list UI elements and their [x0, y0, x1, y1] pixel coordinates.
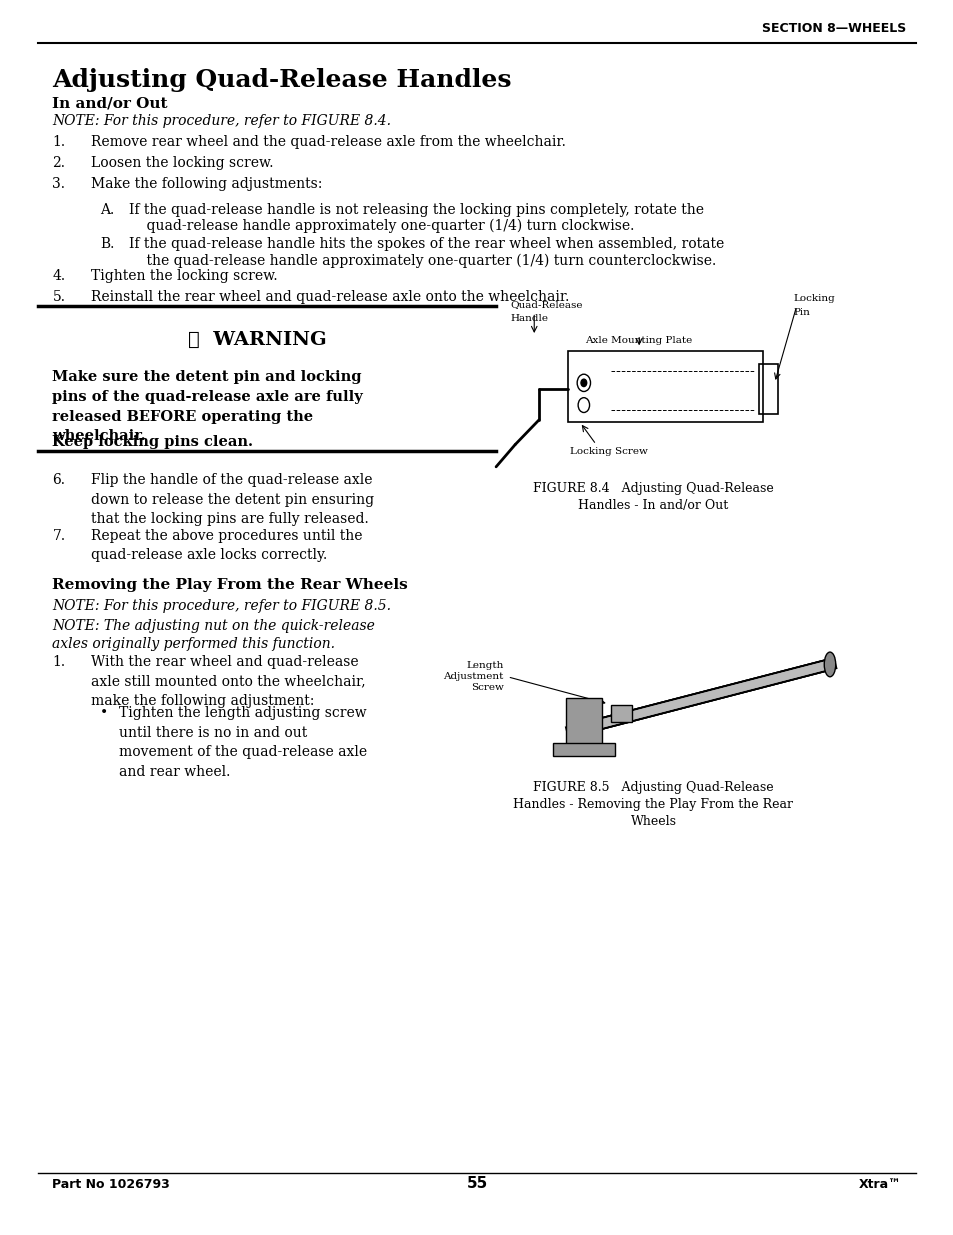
Text: Flip the handle of the quad-release axle
down to release the detent pin ensuring: Flip the handle of the quad-release axle…: [91, 473, 374, 526]
Bar: [567, 351, 762, 422]
Text: 1.: 1.: [52, 135, 66, 148]
Text: 2.: 2.: [52, 156, 66, 169]
Text: Keep locking pins clean.: Keep locking pins clean.: [52, 435, 253, 448]
Text: Part No 1026793: Part No 1026793: [52, 1177, 170, 1191]
Text: 5.: 5.: [52, 290, 66, 304]
Text: Locking: Locking: [793, 294, 835, 303]
Text: Remove rear wheel and the quad-release axle from the wheelchair.: Remove rear wheel and the quad-release a…: [91, 135, 565, 148]
Text: ⚠  WARNING: ⚠ WARNING: [188, 331, 327, 350]
Text: 6.: 6.: [52, 473, 66, 487]
Text: With the rear wheel and quad-release
axle still mounted onto the wheelchair,
mak: With the rear wheel and quad-release axl…: [91, 655, 365, 708]
Circle shape: [580, 379, 586, 387]
Text: Removing the Play From the Rear Wheels: Removing the Play From the Rear Wheels: [52, 578, 408, 592]
Text: 55: 55: [466, 1176, 487, 1191]
Text: •: •: [100, 706, 109, 720]
Text: FIGURE 8.5   Adjusting Quad-Release
Handles - Removing the Play From the Rear
Wh: FIGURE 8.5 Adjusting Quad-Release Handle…: [513, 781, 793, 827]
Text: FIGURE 8.4   Adjusting Quad-Release
Handles - In and/or Out: FIGURE 8.4 Adjusting Quad-Release Handle…: [533, 482, 773, 511]
Text: 7.: 7.: [52, 529, 66, 542]
Text: Quad-Release: Quad-Release: [510, 300, 582, 309]
Text: Locking Screw: Locking Screw: [569, 447, 647, 456]
Text: NOTE: For this procedure, refer to FIGURE 8.4.: NOTE: For this procedure, refer to FIGUR…: [52, 114, 391, 127]
Text: Length
Adjustment
Screw: Length Adjustment Screw: [443, 661, 503, 692]
Text: Pin: Pin: [793, 308, 810, 316]
Text: 1.: 1.: [52, 655, 66, 668]
Text: Tighten the locking screw.: Tighten the locking screw.: [91, 269, 277, 283]
Text: If the quad-release handle is not releasing the locking pins completely, rotate : If the quad-release handle is not releas…: [129, 203, 703, 233]
Text: Loosen the locking screw.: Loosen the locking screw.: [91, 156, 273, 169]
Text: Repeat the above procedures until the
quad-release axle locks correctly.: Repeat the above procedures until the qu…: [91, 529, 362, 562]
Text: Handle: Handle: [510, 314, 548, 322]
Text: Axle Mounting Plate: Axle Mounting Plate: [585, 336, 692, 345]
Text: In and/or Out: In and/or Out: [52, 96, 168, 110]
Text: SECTION 8—WHEELS: SECTION 8—WHEELS: [761, 21, 905, 35]
Ellipse shape: [823, 652, 835, 677]
Bar: [553, 743, 615, 756]
Bar: [610, 705, 631, 722]
Text: 3.: 3.: [52, 177, 66, 190]
Text: Make the following adjustments:: Make the following adjustments:: [91, 177, 322, 190]
Text: If the quad-release handle hits the spokes of the rear wheel when assembled, rot: If the quad-release handle hits the spok…: [129, 237, 723, 268]
Circle shape: [577, 374, 590, 391]
Text: Adjusting Quad-Release Handles: Adjusting Quad-Release Handles: [52, 68, 512, 91]
Bar: [759, 364, 778, 414]
Text: NOTE: For this procedure, refer to FIGURE 8.5.: NOTE: For this procedure, refer to FIGUR…: [52, 599, 391, 613]
Text: B.: B.: [100, 237, 114, 251]
Text: Make sure the detent pin and locking
pins of the quad-release axle are fully
rel: Make sure the detent pin and locking pin…: [52, 370, 363, 443]
Text: Reinstall the rear wheel and quad-release axle onto the wheelchair.: Reinstall the rear wheel and quad-releas…: [91, 290, 568, 304]
Text: Xtra™: Xtra™: [858, 1177, 901, 1191]
Text: Tighten the length adjusting screw
until there is no in and out
movement of the : Tighten the length adjusting screw until…: [119, 706, 367, 779]
Text: NOTE: The adjusting nut on the quick-release
axles originally performed this fun: NOTE: The adjusting nut on the quick-rel…: [52, 619, 375, 651]
Text: 4.: 4.: [52, 269, 66, 283]
Bar: [565, 698, 601, 753]
Text: A.: A.: [100, 203, 114, 216]
